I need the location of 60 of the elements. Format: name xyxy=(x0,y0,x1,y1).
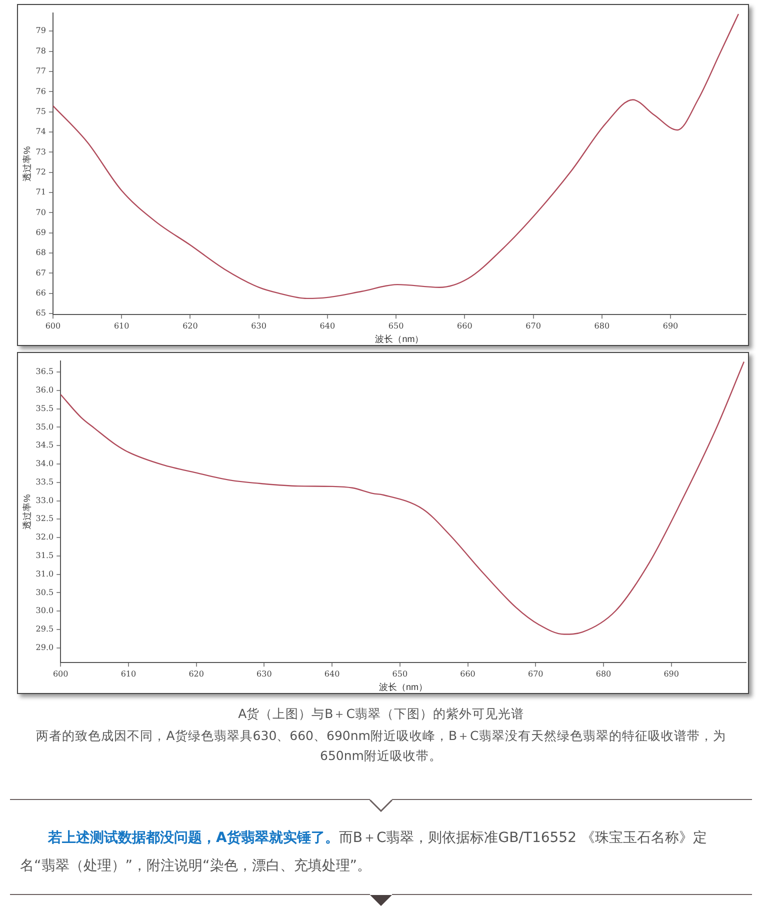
y-tick-label: 32.0 xyxy=(36,532,54,542)
y-tick-label: 76 xyxy=(36,86,46,96)
x-tick-label: 620 xyxy=(182,321,198,330)
y-tick-label: 34.5 xyxy=(36,440,54,450)
y-tick-label: 36.5 xyxy=(36,367,54,376)
y-tick-label: 73 xyxy=(36,147,46,156)
y-axis-title: 透过率% xyxy=(22,146,32,182)
y-tick-label: 29.0 xyxy=(36,642,54,652)
y-tick-label: 32.5 xyxy=(36,514,54,524)
y-tick-label: 70 xyxy=(36,208,46,217)
y-tick-label: 72 xyxy=(36,167,46,176)
text: 若上述测试数据都没问题，A货翡翠就实锤了。 xyxy=(48,830,339,846)
y-tick-label: 35.5 xyxy=(36,404,54,413)
y-tick-label: 29.5 xyxy=(36,624,54,634)
x-tick-label: 690 xyxy=(662,321,678,330)
y-tick-label: 79 xyxy=(36,26,46,36)
x-tick-label: 660 xyxy=(460,669,476,678)
x-tick-label: 620 xyxy=(188,669,204,678)
y-tick-label: 65 xyxy=(36,308,46,318)
x-tick-label: 660 xyxy=(457,321,472,330)
x-tick-label: 640 xyxy=(324,669,340,678)
y-tick-label: 31.5 xyxy=(36,551,54,560)
y-tick-label: 30.0 xyxy=(36,606,54,616)
x-tick-label: 680 xyxy=(596,669,612,678)
y-tick-label: 35.0 xyxy=(36,422,54,432)
text: A货（上图）与B＋C翡翠（下图）的紫外可见光谱 xyxy=(237,705,525,723)
line-series xyxy=(52,13,740,300)
x-tick-label: 630 xyxy=(256,669,272,678)
x-tick-label: 600 xyxy=(52,669,68,678)
x-tick-label: 610 xyxy=(114,321,130,330)
x-tick-label: 600 xyxy=(45,321,61,330)
y-tick-label: 68 xyxy=(36,248,46,258)
y-tick-label: 69 xyxy=(36,228,46,237)
x-tick-label: 650 xyxy=(392,669,408,678)
y-tick-label: 67 xyxy=(36,268,46,278)
x-tick-label: 630 xyxy=(251,321,266,330)
x-tick-label: 690 xyxy=(664,669,679,678)
x-axis-title: 波长（nm） xyxy=(379,682,428,692)
x-tick-label: 670 xyxy=(528,669,544,678)
y-tick-label: 77 xyxy=(36,66,46,76)
text: 两者的致色成因不同，A货绿色翡翠具630、660、690nm附近吸收峰，B＋C翡翠没有天然绿色翡翠的特征吸收谱带，为650nm附近吸收带。 xyxy=(35,727,727,765)
y-tick-label: 31.0 xyxy=(36,569,54,578)
line-series xyxy=(60,361,745,635)
x-axis-title: 波长（nm） xyxy=(375,334,424,344)
x-tick-label: 610 xyxy=(120,669,136,678)
x-tick-label: 670 xyxy=(526,321,541,330)
y-tick-label: 74 xyxy=(36,127,46,136)
y-tick-label: 66 xyxy=(36,288,46,298)
y-tick-label: 30.5 xyxy=(36,588,54,597)
y-axis-title: 透过率% xyxy=(22,494,32,530)
y-tick-label: 78 xyxy=(36,46,46,56)
y-tick-label: 36.0 xyxy=(36,386,54,395)
x-tick-label: 640 xyxy=(320,321,336,330)
y-tick-label: 34.0 xyxy=(36,459,54,468)
x-tick-label: 650 xyxy=(388,321,404,330)
y-tick-label: 33.0 xyxy=(36,496,54,505)
y-tick-label: 33.5 xyxy=(36,477,54,486)
y-tick-label: 71 xyxy=(36,188,46,197)
y-tick-label: 75 xyxy=(36,106,46,116)
x-tick-label: 680 xyxy=(594,321,610,330)
